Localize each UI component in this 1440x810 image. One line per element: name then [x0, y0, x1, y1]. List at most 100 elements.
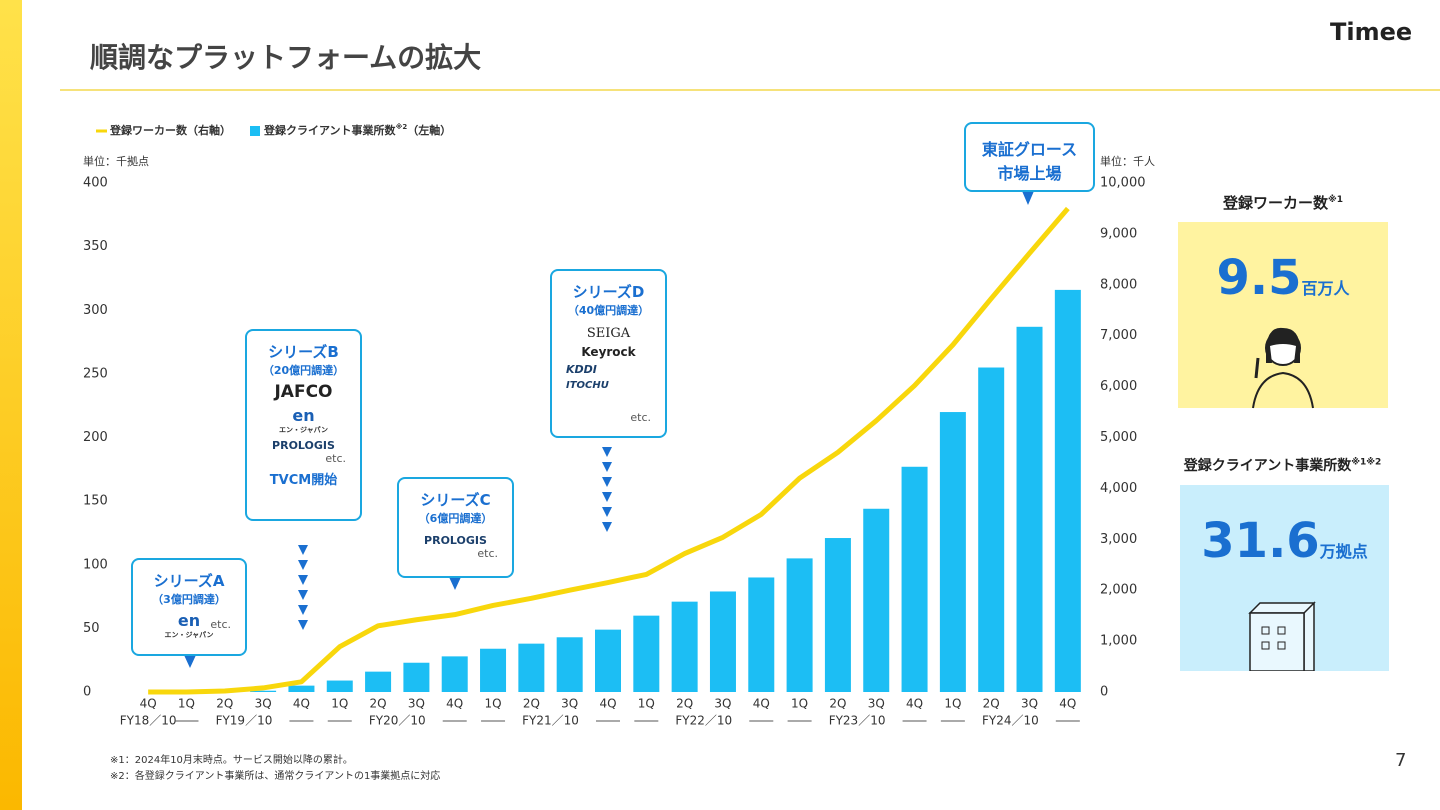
page-number: 7 [1395, 750, 1407, 771]
bar [1054, 289, 1081, 692]
y-tick-label: 0 [83, 685, 91, 700]
x-tick-label: 1Q [484, 697, 501, 711]
y-tick-label: 300 [83, 303, 108, 318]
y2-tick-label: 1,000 [1100, 634, 1137, 649]
x-tick-label: 4Q [1059, 697, 1076, 711]
bar [480, 648, 507, 692]
x-tick-label: 1Q [331, 697, 348, 711]
bar [901, 466, 928, 692]
bar [441, 656, 468, 692]
bar [518, 643, 545, 692]
title: 順調なプラットフォームの拡大 [90, 41, 482, 74]
x-tick-label: 1Q [944, 697, 961, 711]
legend-swatch [250, 126, 260, 136]
x-tick-label: 4Q [446, 697, 463, 711]
x-tick-label: 1Q [178, 697, 195, 711]
x-group-label: FY20／10 [369, 714, 426, 728]
x-group-label: FY18／10 [120, 714, 177, 728]
axis-unit: 単位：千人 [1100, 154, 1155, 168]
x-group-label: FY21／10 [522, 714, 579, 728]
bar [403, 662, 430, 692]
x-tick-label: 3Q [1021, 697, 1038, 711]
x-tick-label: 1Q [638, 697, 655, 711]
x-tick-label: 2Q [216, 697, 233, 711]
y-tick-label: 400 [83, 176, 108, 191]
x-group-label: FY24／10 [982, 714, 1039, 728]
y-tick-label: 200 [83, 430, 108, 445]
arrow-dots [184, 191, 1034, 668]
side-strip [0, 0, 22, 810]
x-tick-label: 4Q [140, 697, 157, 711]
x-group-label: FY19／10 [216, 714, 273, 728]
y2-tick-label: 0 [1100, 685, 1108, 700]
bar [824, 538, 851, 692]
bar [595, 629, 621, 692]
building-illustration [1248, 601, 1316, 671]
y-tick-label: 50 [83, 621, 100, 636]
line [148, 206, 1070, 695]
header-rule [60, 89, 1440, 91]
x-group-label: FY23／10 [829, 714, 886, 728]
bar [633, 615, 660, 692]
y2-tick-label: 4,000 [1100, 481, 1137, 496]
x-group-label: FY22／10 [675, 714, 732, 728]
axis-unit: 単位：千拠点 [83, 154, 149, 168]
x-tick-label: 3Q [408, 697, 425, 711]
bar [671, 601, 698, 692]
y2-tick-label: 3,000 [1100, 532, 1137, 547]
kpi-label: 登録ワーカー数※1 [1222, 194, 1344, 212]
x-tick-label: 2Q [983, 697, 1000, 711]
callout: シリーズA （3億円調達） en エン・ジャパン etc. [131, 558, 247, 656]
y2-tick-label: 8,000 [1100, 277, 1137, 292]
bar [326, 680, 353, 692]
y-tick-label: 250 [83, 366, 108, 381]
y-tick-label: 150 [83, 494, 108, 509]
x-tick-label: 3Q [714, 697, 731, 711]
bar [250, 690, 277, 692]
x-tick-label: 3Q [255, 697, 272, 711]
bar [939, 412, 966, 692]
legend-label: 登録ワーカー数（右軸） [109, 123, 231, 137]
y-tick-label: 100 [83, 557, 108, 572]
y2-tick-label: 2,000 [1100, 583, 1137, 598]
callout: シリーズC （6億円調達） PROLOGIS etc. [397, 477, 514, 578]
y2-tick-label: 6,000 [1100, 379, 1137, 394]
bar [748, 577, 775, 692]
y2-tick-label: 10,000 [1100, 176, 1146, 191]
x-tick-label: 2Q [829, 697, 846, 711]
x-tick-label: 1Q [791, 697, 808, 711]
x-tick-label: 4Q [906, 697, 923, 711]
bar [365, 671, 392, 692]
footnotes: ※1：2024年10月末時点。サービス開始以降の累計。 ※2：各登録クライアント事… [110, 755, 441, 782]
x-tick-label: 3Q [561, 697, 578, 711]
callout: シリーズB （20億円調達） JAFCO en エン・ジャパン PROLOGIS … [245, 329, 362, 521]
legend-label: 登録クライアント事業所数※2（左軸） [263, 122, 451, 137]
bar [556, 637, 583, 692]
callout: シリーズD （40億円調達） SEIGA Keyrock KDDI ITOCHU … [550, 269, 667, 438]
bar [1016, 326, 1043, 692]
x-tick-label: 3Q [868, 697, 885, 711]
y-tick-label: 350 [83, 239, 108, 254]
x-tick-label: 4Q [599, 697, 616, 711]
x-tick-label: 2Q [523, 697, 540, 711]
bar [786, 558, 813, 692]
kpi-label: 登録クライアント事業所数※1※2 [1183, 457, 1382, 474]
bar [863, 508, 890, 692]
x-tick-label: 4Q [293, 697, 310, 711]
x-tick-label: 2Q [370, 697, 387, 711]
kpi-card: 31.6万拠点 [1180, 485, 1389, 671]
y2-tick-label: 5,000 [1100, 430, 1137, 445]
x-tick-label: 2Q [676, 697, 693, 711]
x-tick-label: 4Q [753, 697, 770, 711]
bar [709, 591, 736, 692]
y2-tick-label: 7,000 [1100, 328, 1137, 343]
y2-tick-label: 9,000 [1100, 226, 1137, 241]
person-illustration [1252, 327, 1314, 409]
bar [288, 685, 315, 692]
bar [978, 367, 1005, 692]
kpi-card: 9.5百万人 [1178, 222, 1388, 409]
callout: 東証グロース 市場上場 [964, 122, 1095, 192]
logo: Timee [1330, 18, 1413, 46]
